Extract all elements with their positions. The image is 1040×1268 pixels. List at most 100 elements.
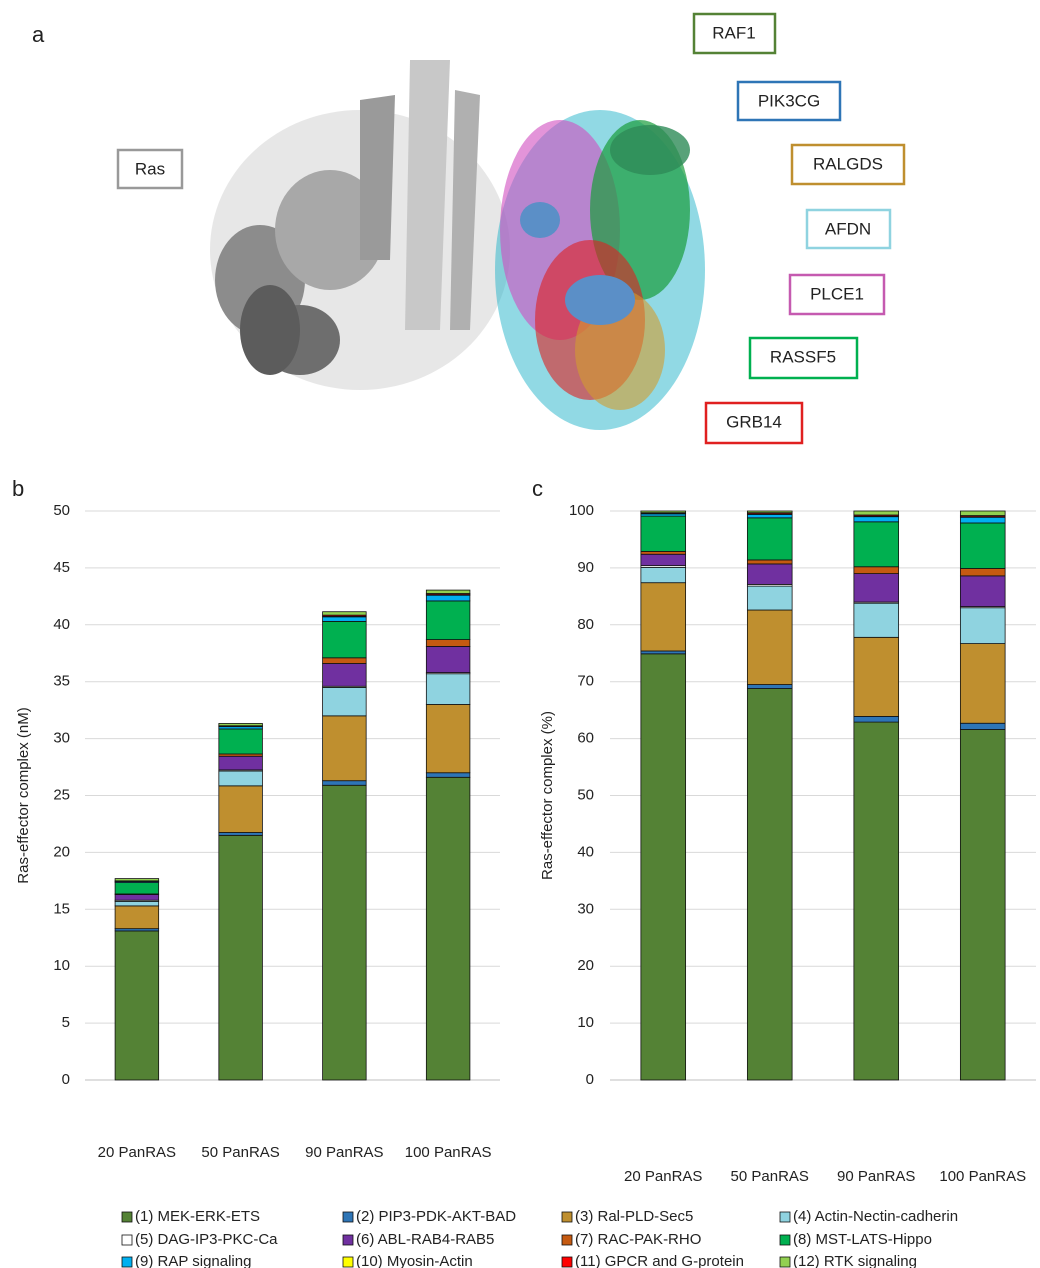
bar-segment xyxy=(323,617,367,622)
bar-segment xyxy=(960,723,1005,729)
y-tick-label: 10 xyxy=(53,957,70,974)
x-tick-label: 90 PanRAS xyxy=(837,1168,915,1185)
legend-label: (11) GPCR and G-protein xyxy=(575,1253,744,1268)
bar-segment xyxy=(323,621,367,657)
bar-segment xyxy=(323,658,367,664)
x-tick-label: 100 PanRAS xyxy=(405,1144,492,1161)
legend-label: (8) MST-LATS-Hippo xyxy=(793,1231,932,1248)
bar-segment xyxy=(426,704,470,772)
bar-segment xyxy=(219,786,263,833)
legend-label: (3) Ral-PLD-Sec5 xyxy=(575,1208,693,1225)
y-tick-label: 30 xyxy=(577,900,594,917)
bar-segment xyxy=(960,576,1005,607)
bar-segment xyxy=(641,511,686,513)
bar-segment xyxy=(960,729,1005,1080)
bar-segment xyxy=(426,640,470,647)
bar-segment xyxy=(747,610,792,685)
bar-segment xyxy=(323,663,367,686)
legend-swatch xyxy=(343,1235,353,1245)
structure-label: RAF1 xyxy=(712,23,755,42)
bar-segment xyxy=(219,756,263,770)
legend-label: (10) Myosin-Actin xyxy=(356,1253,473,1268)
legend-swatch xyxy=(780,1235,790,1245)
panel-label: b xyxy=(12,476,24,501)
legend-swatch xyxy=(780,1212,790,1222)
y-tick-label: 10 xyxy=(577,1014,594,1031)
legend-label: (6) ABL-RAB4-RAB5 xyxy=(356,1231,494,1248)
bar-segment xyxy=(960,608,1005,644)
y-tick-label: 0 xyxy=(62,1071,70,1088)
y-tick-label: 20 xyxy=(53,843,70,860)
bar-segment xyxy=(854,511,899,515)
legend-label: (4) Actin-Nectin-cadherin xyxy=(793,1208,958,1225)
y-tick-label: 20 xyxy=(577,957,594,974)
bar-segment xyxy=(426,674,470,705)
protein-structure xyxy=(210,60,705,430)
bar-segment xyxy=(854,567,899,574)
bar-segment xyxy=(960,517,1005,523)
y-tick-label: 15 xyxy=(53,900,70,917)
structure-label-box: RALGDS xyxy=(792,145,904,184)
bar-segment xyxy=(854,637,899,716)
legend-label: (5) DAG-IP3-PKC-Ca xyxy=(135,1231,278,1248)
legend-swatch xyxy=(122,1212,132,1222)
legend-label: (12) RTK signaling xyxy=(793,1253,917,1268)
legend-label: (1) MEK-ERK-ETS xyxy=(135,1208,260,1225)
bar-segment xyxy=(426,646,470,672)
bar-segment xyxy=(426,590,470,593)
structure-label-box: PLCE1 xyxy=(790,275,884,314)
bar-segment xyxy=(747,586,792,610)
x-tick-label: 50 PanRAS xyxy=(201,1144,279,1161)
y-tick-label: 35 xyxy=(53,673,70,690)
bar-segment xyxy=(115,931,159,1080)
legend-swatch xyxy=(562,1235,572,1245)
panel-label: c xyxy=(532,476,543,501)
legend-swatch xyxy=(122,1235,132,1245)
x-tick-label: 20 PanRAS xyxy=(98,1144,176,1161)
legend-swatch xyxy=(122,1257,132,1267)
y-tick-label: 30 xyxy=(53,730,70,747)
structure-label: Ras xyxy=(135,159,165,178)
structure-label: RALGDS xyxy=(813,154,883,173)
x-tick-label: 90 PanRAS xyxy=(305,1144,383,1161)
structure-label-box: AFDN xyxy=(807,210,890,248)
bar-segment xyxy=(219,771,263,786)
bar-segment xyxy=(747,689,792,1080)
y-tick-label: 60 xyxy=(577,730,594,747)
y-tick-label: 50 xyxy=(577,786,594,803)
y-tick-label: 90 xyxy=(577,559,594,576)
bar-segment xyxy=(747,518,792,560)
bar-segment xyxy=(219,832,263,835)
y-tick-label: 40 xyxy=(53,616,70,633)
bar-segment xyxy=(115,883,159,894)
bar-segment xyxy=(747,685,792,689)
structure-label-box: PIK3CG xyxy=(738,82,840,120)
bar-segment xyxy=(115,906,159,929)
legend-swatch xyxy=(780,1257,790,1267)
legend-label: (7) RAC-PAK-RHO xyxy=(575,1231,701,1248)
y-tick-label: 25 xyxy=(53,786,70,803)
legend-swatch xyxy=(562,1257,572,1267)
bar-segment xyxy=(854,722,899,1080)
bar-segment xyxy=(323,716,367,781)
bar-segment xyxy=(219,729,263,754)
bar-segment xyxy=(960,523,1005,569)
bar-segment xyxy=(115,879,159,881)
bar-segment xyxy=(854,603,899,637)
legend-swatch xyxy=(562,1212,572,1222)
bar-segment xyxy=(219,723,263,725)
structure-label-box: Ras xyxy=(118,150,182,188)
bar-segment xyxy=(854,716,899,722)
bar-segment xyxy=(323,687,367,715)
y-tick-label: 40 xyxy=(577,843,594,860)
structure-label-box: RASSF5 xyxy=(750,338,857,378)
bar-segment xyxy=(854,574,899,602)
bar-segment xyxy=(641,516,686,551)
y-tick-label: 70 xyxy=(577,673,594,690)
bar-segment xyxy=(426,777,470,1080)
y-tick-label: 5 xyxy=(62,1014,70,1031)
structure-label: PLCE1 xyxy=(810,284,864,303)
structure-label: PIK3CG xyxy=(758,91,820,110)
bar-segment xyxy=(747,511,792,513)
panel-label: a xyxy=(32,22,45,47)
